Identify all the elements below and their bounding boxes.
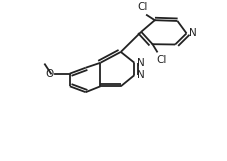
Text: Cl: Cl <box>155 56 165 66</box>
Text: O: O <box>45 69 53 79</box>
Text: N: N <box>136 70 144 80</box>
Text: N: N <box>136 58 144 68</box>
Text: N: N <box>188 28 196 38</box>
Text: Cl: Cl <box>136 2 147 12</box>
